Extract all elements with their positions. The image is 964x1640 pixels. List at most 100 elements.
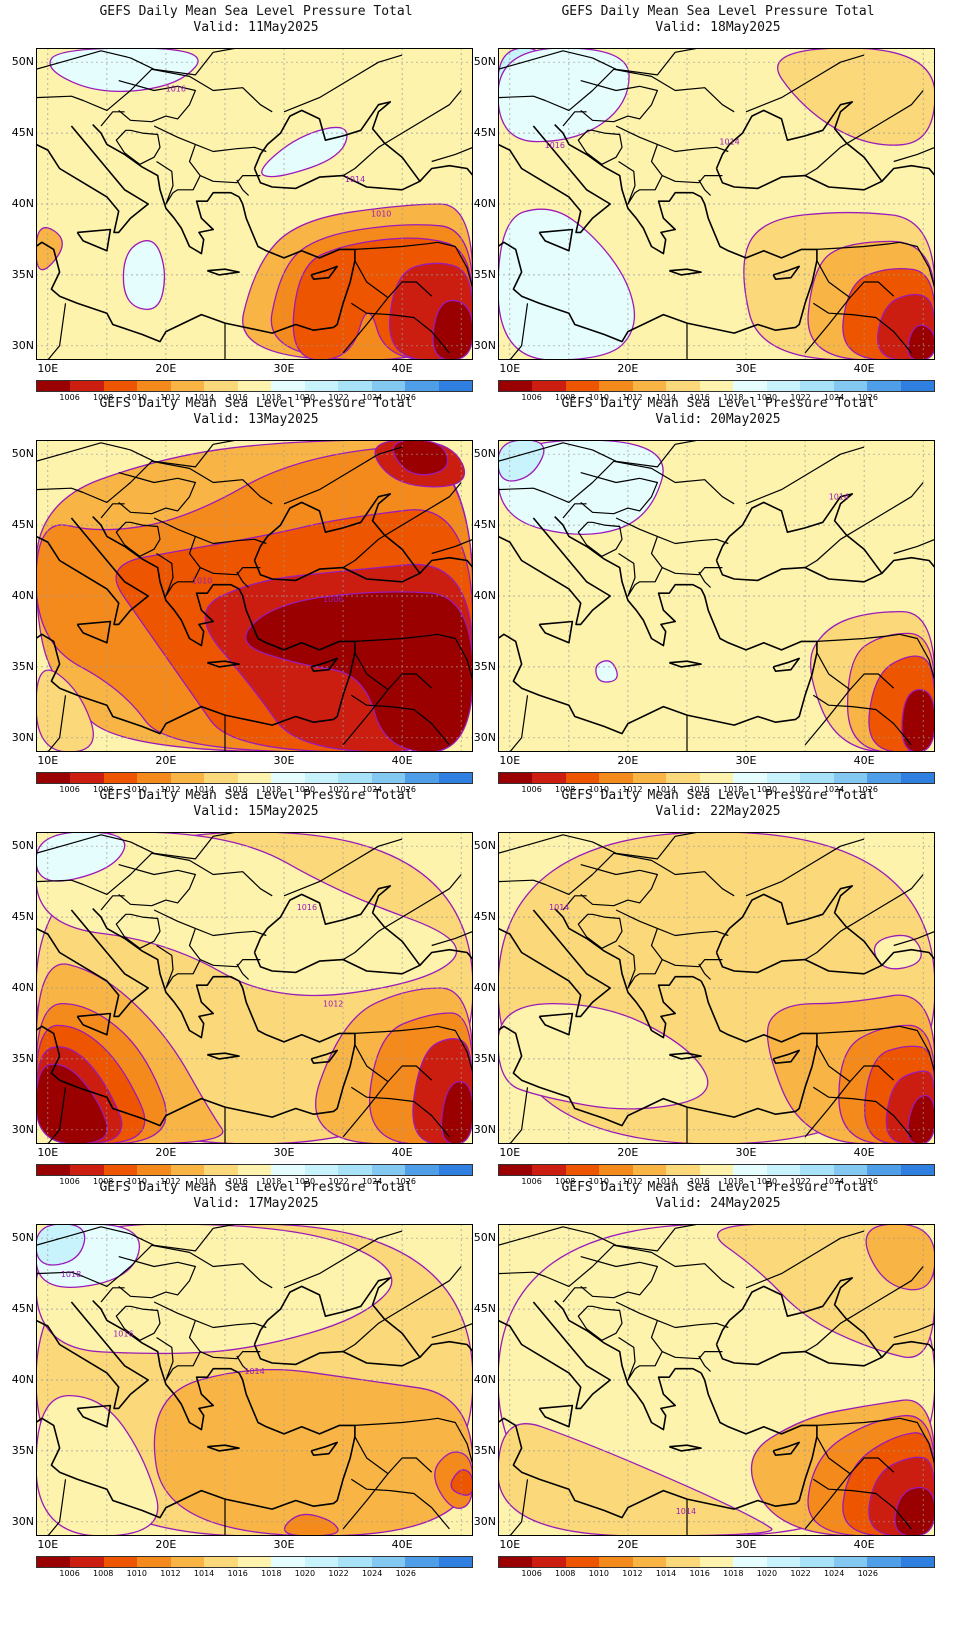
- country-border: [615, 909, 663, 989]
- colorbar-label: 1026: [395, 1177, 416, 1186]
- longitude-label: 30E: [735, 1538, 757, 1551]
- coastline: [498, 1301, 611, 1410]
- country-border: [577, 913, 623, 949]
- contour-label: 1018: [61, 1270, 81, 1279]
- country-border: [580, 472, 658, 515]
- country-border: [804, 297, 851, 354]
- colorbar-label: 1012: [160, 1177, 181, 1186]
- colorbar-label: 1006: [521, 393, 542, 402]
- panel-valid-date: Valid: 13May2025: [193, 412, 319, 427]
- colorbar-label: 1024: [361, 1177, 383, 1186]
- map-panel: GEFS Daily Mean Sea Level Pressure Total…: [0, 1176, 482, 1586]
- map-frame: [498, 440, 935, 752]
- country-border: [195, 927, 267, 937]
- country-border: [509, 695, 529, 752]
- coastline: [538, 1012, 574, 1036]
- contour-label: 1014: [719, 138, 739, 147]
- colorbar-cell: [271, 1165, 305, 1175]
- colorbar-cell: [304, 773, 339, 783]
- colorbar-cell: [338, 773, 372, 783]
- coastline: [310, 1441, 338, 1456]
- latitude-label: 35N: [473, 659, 496, 673]
- country-border: [36, 440, 286, 468]
- colorbar-label: 1024: [823, 393, 845, 402]
- country-border: [431, 146, 473, 163]
- panel-title: GEFS Daily Mean Sea Level Pressure Total: [99, 396, 413, 411]
- latitude-label: 50N: [11, 447, 34, 461]
- panel-title: GEFS Daily Mean Sea Level Pressure Total: [561, 4, 875, 19]
- coastline: [419, 556, 473, 574]
- colorbar-label: 1008: [93, 393, 114, 402]
- coastline: [207, 660, 240, 668]
- map-panel: GEFS Daily Mean Sea Level Pressure Total…: [0, 784, 482, 1194]
- coastline: [36, 1372, 356, 1519]
- colorbar-cell: [532, 773, 566, 783]
- country-border: [100, 111, 125, 127]
- colorbar-cell: [338, 1557, 372, 1567]
- country-border: [816, 652, 895, 691]
- colorbar-cell: [733, 1557, 767, 1567]
- panel-valid-date: Valid: 18May2025: [655, 20, 781, 35]
- colorbar-cell: [237, 773, 272, 783]
- pressure-region: [392, 440, 449, 476]
- coastline: [669, 268, 702, 276]
- colorbar: [36, 1164, 473, 1176]
- latitude-label: 45N: [11, 1302, 34, 1316]
- latitude-label: 50N: [473, 55, 496, 69]
- country-border: [804, 1266, 924, 1353]
- colorbar-label: 1018: [723, 393, 744, 402]
- country-border: [745, 838, 865, 897]
- colorbar-cell: [137, 1165, 171, 1175]
- pressure-map: 1014: [498, 832, 935, 1144]
- latitude-label: 30N: [11, 338, 34, 352]
- colorbar-label: 1010: [588, 785, 610, 794]
- colorbar-cell: [766, 381, 801, 391]
- longitude-label: 20E: [155, 1538, 177, 1551]
- country-border: [36, 1244, 273, 1289]
- colorbar-cell: [733, 381, 767, 391]
- country-border: [354, 633, 473, 682]
- longitude-label: 40E: [853, 1146, 875, 1159]
- country-border: [283, 1230, 403, 1289]
- country-border: [509, 1087, 529, 1144]
- colorbar-cell: [338, 381, 372, 391]
- contour-label: 1014: [345, 175, 365, 184]
- country-border: [657, 927, 729, 937]
- colorbar-cell: [599, 1165, 633, 1175]
- longitude-label: 40E: [853, 362, 875, 375]
- colorbar-label: 1018: [723, 1177, 744, 1186]
- country-border: [657, 143, 729, 153]
- coastline: [92, 516, 240, 647]
- country-border: [342, 874, 462, 961]
- pressure-map-svg: 1014: [498, 1224, 935, 1536]
- country-border: [816, 633, 935, 682]
- colorbar-labels: 1006 1008 1010 1012 1014 1016 1018 1020 1022 1024…: [36, 1569, 473, 1581]
- coastline: [772, 1441, 800, 1456]
- colorbar-cell: [666, 381, 700, 391]
- pressure-region: [894, 1486, 935, 1536]
- longitude-label: 20E: [155, 1146, 177, 1159]
- colorbar-label: 1026: [395, 785, 416, 794]
- pressure-region: [901, 688, 935, 752]
- colorbar-cell: [800, 381, 834, 391]
- coastline: [881, 164, 935, 182]
- colorbar-label: 1008: [93, 785, 114, 794]
- colorbar-cell: [632, 1165, 667, 1175]
- latitude-label: 50N: [11, 55, 34, 69]
- coastline: [92, 124, 240, 255]
- panel-title: GEFS Daily Mean Sea Level Pressure Total: [99, 4, 413, 19]
- colorbar-label: 1006: [59, 1569, 80, 1578]
- coastline: [76, 620, 112, 644]
- colorbar-label: 1012: [622, 1177, 643, 1186]
- pressure-map: 1014: [498, 440, 935, 752]
- pressure-region: [36, 227, 63, 271]
- colorbar-cell: [733, 1165, 767, 1175]
- colorbar-label: 1018: [723, 1569, 744, 1578]
- map-frame: [498, 48, 935, 360]
- pressure-map-svg: 1010 1006: [36, 440, 473, 752]
- coastline: [253, 1277, 421, 1367]
- colorbar-label: 1018: [261, 785, 282, 794]
- colorbar-label: 1012: [622, 393, 643, 402]
- colorbar-cell: [532, 1557, 566, 1567]
- coastline: [715, 493, 883, 583]
